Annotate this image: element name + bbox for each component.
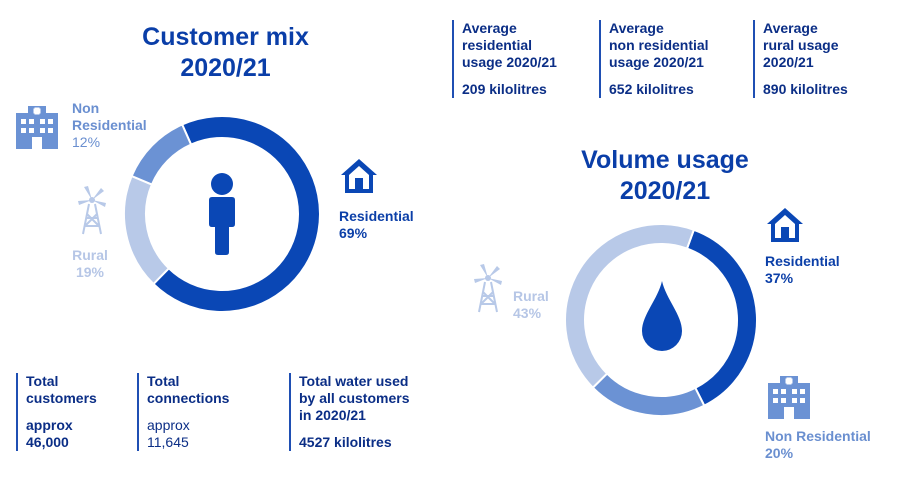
vu-rural-name: Rural [513,288,549,304]
avg-nonres-line3: usage 2020/21 [609,54,704,70]
customer-mix-title-line2: 2020/21 [180,54,271,82]
vu-label-residential: Residential 37% [765,253,840,287]
cm-rural-name: Rural [72,247,108,263]
donut1-slice-residential [152,115,321,313]
donut2-slice-residential [685,228,758,408]
average-residential: Average residential usage 2020/21 209 ki… [452,20,592,98]
average-non-residential: Average non residential usage 2020/21 65… [599,20,749,98]
cm-res-name: Residential [339,208,414,224]
cm-label-rural: Rural 19% [70,247,110,281]
avg-rural-line2: rural usage [763,37,839,53]
avg-nonres-value: 652 kilolitres [609,81,694,97]
vu-res-pct: 37% [765,270,794,286]
cm-non-res-line1: Non [72,100,100,116]
house-icon [341,159,377,193]
vu-non-res-pct: 20% [765,445,794,461]
avg-res-line3: usage 2020/21 [462,54,557,70]
total-customers: Total customers approx 46,000 [16,373,126,451]
vu-res-name: Residential [765,253,840,269]
avg-nonres-line1: Average [609,20,664,36]
cm-non-res-pct: 12% [72,134,101,150]
avg-rural-line1: Average [763,20,818,36]
vu-label-rural: Rural 43% [513,288,549,322]
cm-label-non-residential: Non Residential 12% [72,100,147,151]
average-rural: Average rural usage 2020/21 890 kilolitr… [753,20,883,98]
avg-res-value: 209 kilolitres [462,81,547,97]
total-connections-line1: Total [147,373,180,389]
total-customers-line2: customers [26,390,97,406]
avg-rural-value: 890 kilolitres [763,81,848,97]
total-connections: Total connections approx 11,645 [137,373,267,451]
avg-nonres-line2: non residential [609,37,709,53]
total-customers-value1: approx [26,417,73,433]
volume-usage-title-line2: 2020/21 [619,177,711,205]
total-customers-value2: 46,000 [26,434,69,450]
avg-res-line1: Average [462,20,517,36]
donut2-slice-non-residential [591,372,706,417]
person-icon [209,173,235,255]
total-connections-line2: connections [147,390,230,406]
avg-res-line2: residential [462,37,533,53]
donut1-slice-non-residential [130,123,193,186]
total-customers-line1: Total [26,373,59,389]
customer-mix-title: Customer mix 2020/21 [118,22,333,84]
cm-res-pct: 69% [339,225,368,241]
building-icon [768,376,810,419]
water-drop-icon [642,281,682,351]
vu-label-non-residential: Non Residential 20% [765,428,871,462]
building-icon [16,106,58,149]
total-water-used: Total water used by all customers in 202… [289,373,439,451]
windmill-icon [474,264,502,313]
total-water-line1: Total water used [299,373,409,389]
total-water-line3: in 2020/21 [299,407,366,423]
vu-rural-pct: 43% [513,305,542,321]
cm-label-residential: Residential 69% [339,208,414,242]
avg-rural-line3: 2020/21 [763,54,814,70]
vu-non-res-name: Non Residential [765,428,871,444]
total-water-value: 4527 kilolitres [299,434,392,450]
cm-non-res-line2: Residential [72,117,147,133]
total-water-line2: by all customers [299,390,410,406]
windmill-icon [78,186,106,235]
house-icon [767,208,803,242]
cm-rural-pct: 19% [75,264,105,280]
volume-usage-title-line1: Volume usage [581,146,749,174]
customer-mix-title-line1: Customer mix [142,23,309,51]
total-connections-value1: approx [147,417,190,433]
total-connections-value2: 11,645 [147,434,189,450]
volume-usage-title: Volume usage 2020/21 [555,145,775,207]
donut2-slice-rural [564,223,696,390]
